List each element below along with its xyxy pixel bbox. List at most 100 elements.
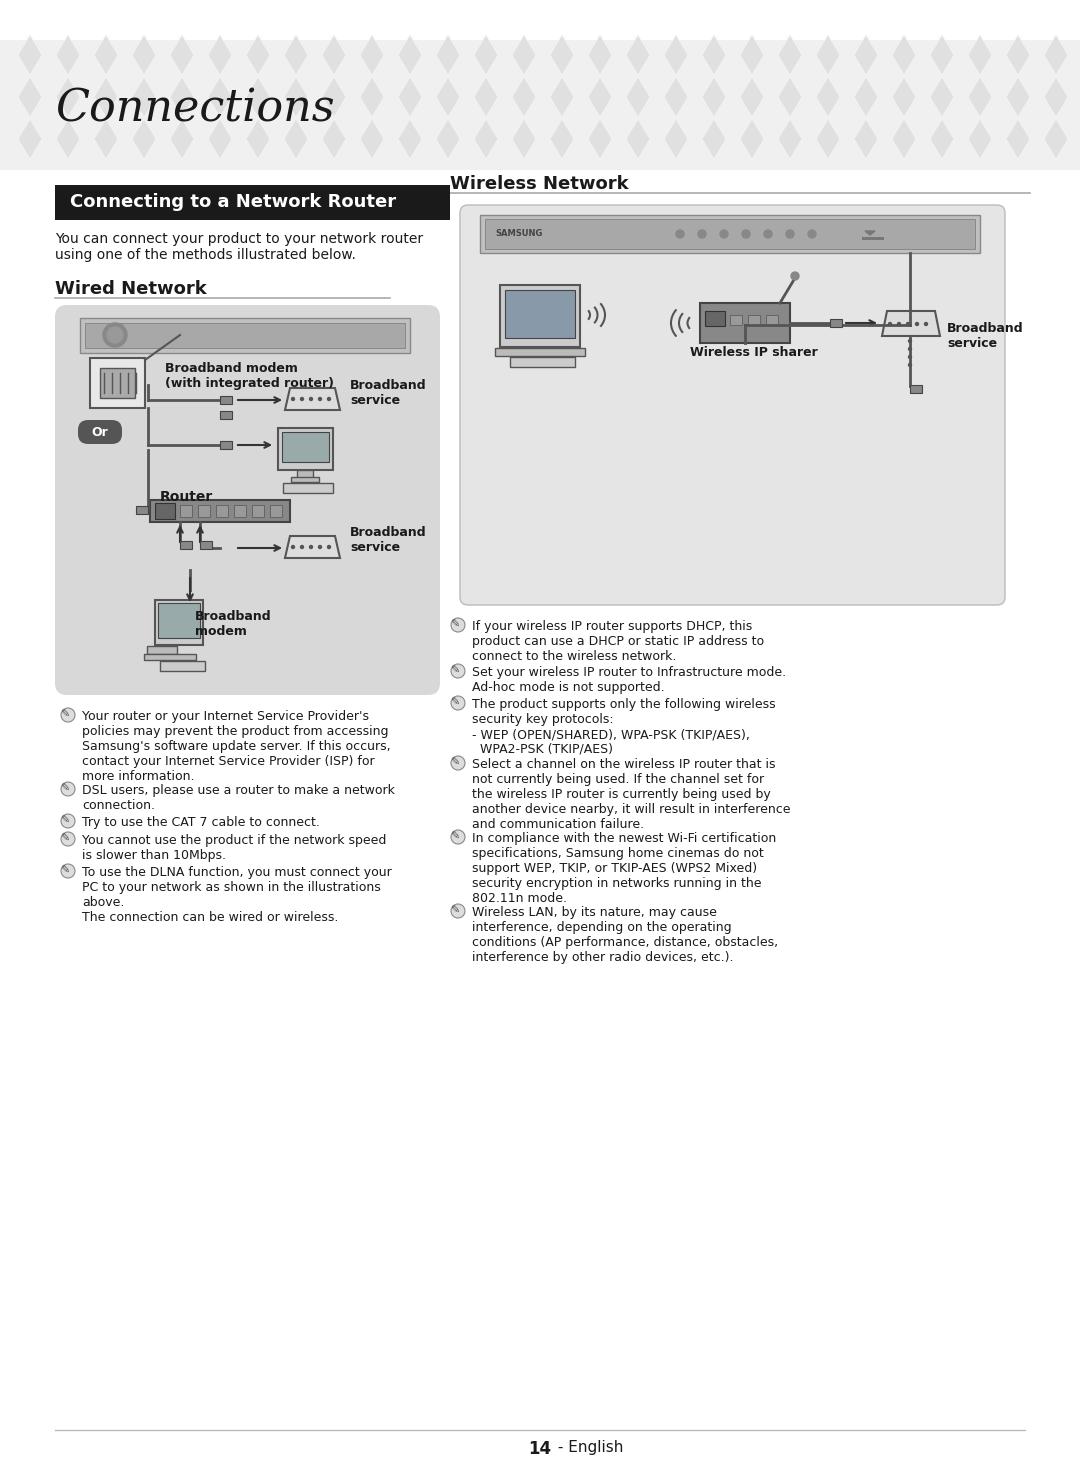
Polygon shape	[360, 77, 384, 117]
Polygon shape	[968, 77, 993, 117]
FancyBboxPatch shape	[180, 504, 192, 518]
Circle shape	[310, 398, 312, 401]
FancyBboxPatch shape	[156, 600, 203, 645]
Text: ✎: ✎	[60, 816, 70, 825]
Polygon shape	[550, 118, 573, 160]
FancyBboxPatch shape	[55, 305, 440, 695]
Polygon shape	[208, 77, 232, 117]
Polygon shape	[588, 118, 612, 160]
Circle shape	[107, 327, 123, 343]
Polygon shape	[322, 118, 346, 160]
Text: Connections: Connections	[55, 87, 335, 130]
FancyBboxPatch shape	[160, 661, 205, 671]
FancyBboxPatch shape	[78, 420, 122, 444]
Circle shape	[764, 231, 772, 238]
FancyBboxPatch shape	[705, 311, 725, 325]
Text: Broadband
service: Broadband service	[350, 379, 427, 407]
FancyBboxPatch shape	[748, 315, 760, 325]
Polygon shape	[626, 35, 650, 75]
Polygon shape	[740, 118, 764, 160]
Text: Try to use the CAT 7 cable to connect.: Try to use the CAT 7 cable to connect.	[82, 816, 320, 830]
Text: Your router or your Internet Service Provider's
policies may prevent the product: Your router or your Internet Service Pro…	[82, 710, 391, 782]
FancyBboxPatch shape	[156, 503, 175, 519]
Polygon shape	[930, 35, 954, 75]
Circle shape	[310, 546, 312, 549]
FancyBboxPatch shape	[80, 318, 410, 353]
Text: Broadband
modem: Broadband modem	[195, 609, 272, 637]
Polygon shape	[968, 35, 993, 75]
Polygon shape	[854, 118, 878, 160]
Polygon shape	[474, 35, 498, 75]
Circle shape	[908, 348, 912, 351]
Polygon shape	[882, 311, 940, 336]
Polygon shape	[968, 118, 993, 160]
Polygon shape	[208, 118, 232, 160]
Polygon shape	[322, 35, 346, 75]
Polygon shape	[132, 35, 156, 75]
Circle shape	[786, 231, 794, 238]
Polygon shape	[246, 118, 270, 160]
FancyBboxPatch shape	[220, 441, 232, 450]
FancyBboxPatch shape	[297, 470, 313, 478]
FancyBboxPatch shape	[766, 315, 778, 325]
Circle shape	[720, 231, 728, 238]
Text: The product supports only the following wireless
security key protocols:
- WEP (: The product supports only the following …	[472, 698, 775, 756]
Polygon shape	[285, 387, 340, 410]
Polygon shape	[892, 77, 916, 117]
Text: ✎: ✎	[60, 834, 70, 845]
Polygon shape	[170, 77, 194, 117]
Polygon shape	[94, 118, 118, 160]
FancyBboxPatch shape	[460, 206, 1005, 605]
FancyBboxPatch shape	[291, 478, 319, 482]
Polygon shape	[854, 77, 878, 117]
Polygon shape	[664, 35, 688, 75]
Polygon shape	[56, 118, 80, 160]
Text: Wireless IP sharer: Wireless IP sharer	[690, 346, 818, 359]
Polygon shape	[246, 35, 270, 75]
Circle shape	[327, 546, 330, 549]
Circle shape	[906, 322, 909, 325]
Polygon shape	[322, 77, 346, 117]
Polygon shape	[816, 118, 840, 160]
Polygon shape	[816, 35, 840, 75]
Polygon shape	[94, 77, 118, 117]
Polygon shape	[702, 77, 726, 117]
Polygon shape	[1044, 35, 1068, 75]
Polygon shape	[399, 118, 422, 160]
Circle shape	[60, 864, 75, 879]
Polygon shape	[246, 77, 270, 117]
Polygon shape	[930, 118, 954, 160]
FancyBboxPatch shape	[278, 427, 333, 470]
FancyBboxPatch shape	[200, 541, 212, 549]
Polygon shape	[1044, 118, 1068, 160]
FancyBboxPatch shape	[270, 504, 282, 518]
Polygon shape	[1044, 77, 1068, 117]
Text: ✎: ✎	[450, 907, 460, 916]
FancyBboxPatch shape	[480, 214, 980, 253]
Circle shape	[924, 322, 928, 325]
Polygon shape	[170, 35, 194, 75]
Circle shape	[791, 272, 799, 280]
FancyBboxPatch shape	[90, 358, 145, 408]
Text: You can connect your product to your network router
using one of the methods ill: You can connect your product to your net…	[55, 232, 423, 262]
Polygon shape	[550, 77, 573, 117]
FancyBboxPatch shape	[283, 484, 333, 493]
FancyBboxPatch shape	[505, 290, 575, 339]
Polygon shape	[778, 118, 802, 160]
Circle shape	[103, 322, 127, 348]
Polygon shape	[18, 77, 42, 117]
Circle shape	[451, 756, 465, 771]
Polygon shape	[132, 118, 156, 160]
Circle shape	[60, 708, 75, 722]
Text: To use the DLNA function, you must connect your
PC to your network as shown in t: To use the DLNA function, you must conne…	[82, 867, 392, 924]
Circle shape	[300, 546, 303, 549]
Text: Select a channel on the wireless IP router that is
not currently being used. If : Select a channel on the wireless IP rout…	[472, 759, 791, 831]
FancyBboxPatch shape	[862, 237, 885, 240]
Circle shape	[292, 546, 295, 549]
Text: Connecting to a Network Router: Connecting to a Network Router	[70, 192, 396, 211]
FancyBboxPatch shape	[220, 411, 232, 419]
Circle shape	[451, 904, 465, 918]
Text: ✎: ✎	[60, 784, 70, 794]
Text: You cannot use the product if the network speed
is slower than 10Mbps.: You cannot use the product if the networ…	[82, 834, 387, 862]
Polygon shape	[550, 35, 573, 75]
